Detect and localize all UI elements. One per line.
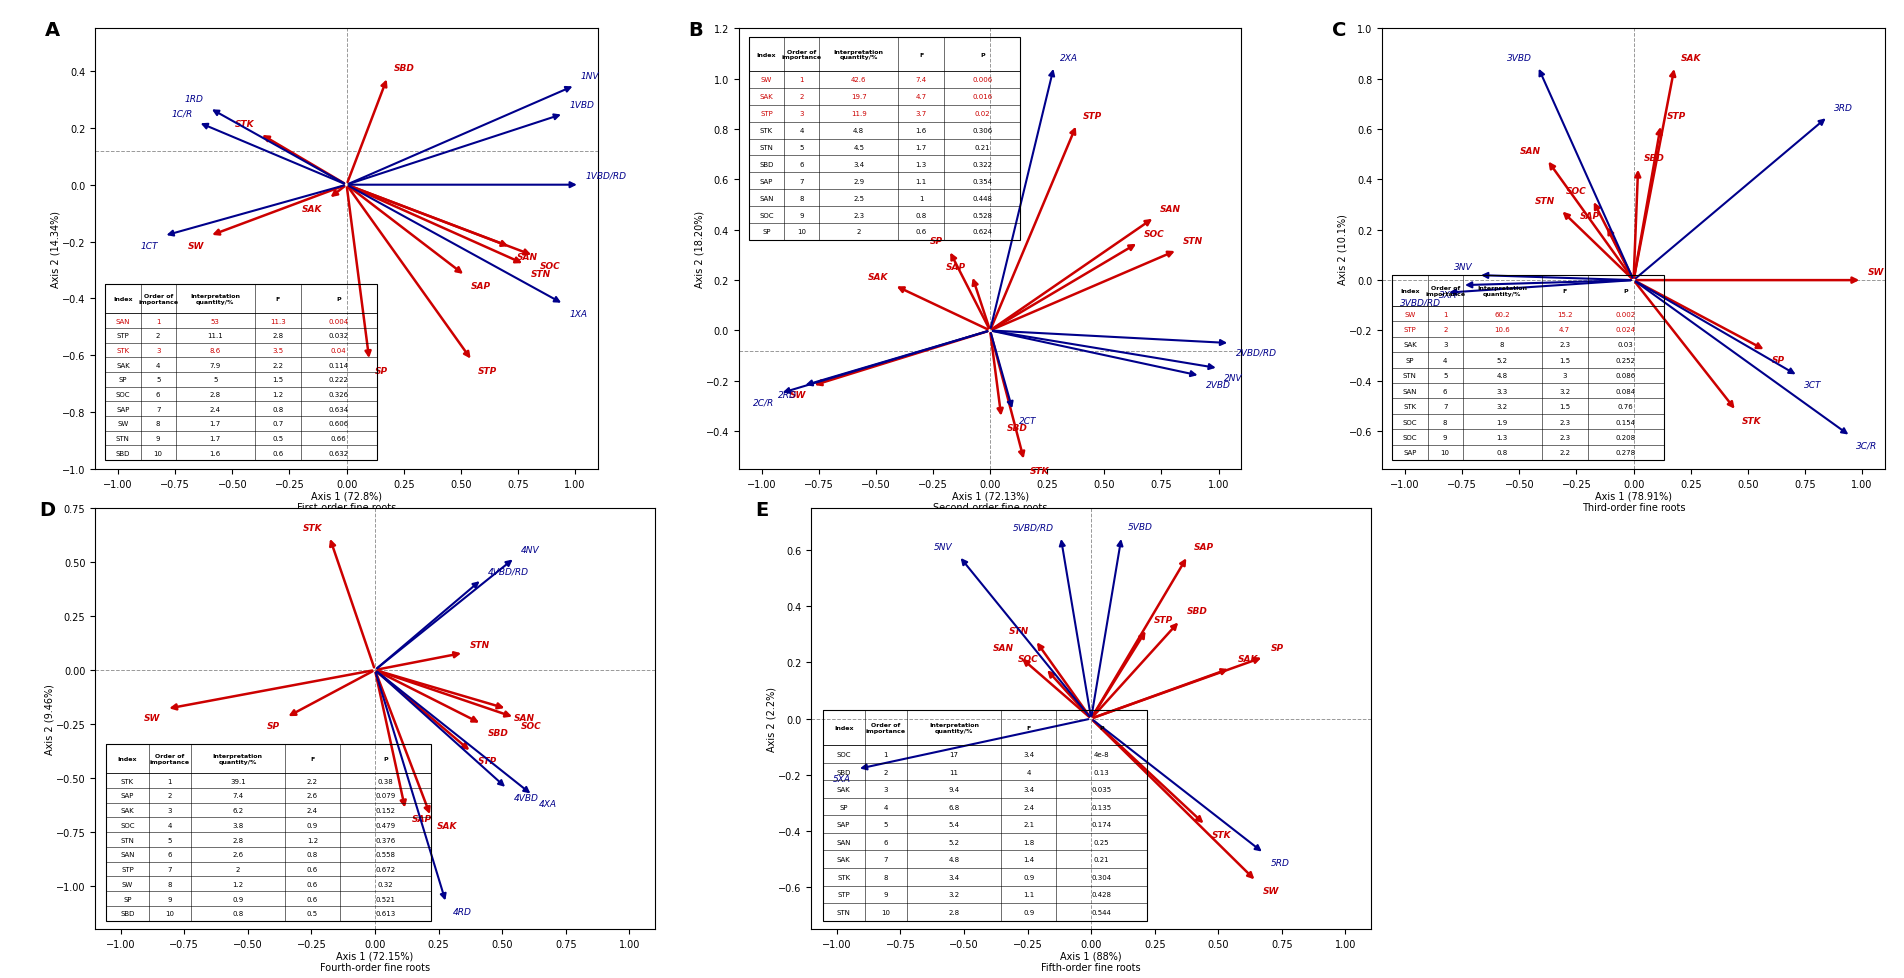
Text: SW: SW	[187, 242, 204, 250]
Text: STK: STK	[1742, 416, 1761, 425]
Text: 4NV: 4NV	[522, 546, 541, 555]
Text: SAN: SAN	[992, 644, 1013, 652]
Text: 5NV: 5NV	[933, 542, 952, 552]
Text: 2NV: 2NV	[1224, 374, 1243, 382]
Text: C: C	[1333, 21, 1346, 39]
Text: 5RD: 5RD	[1270, 859, 1289, 867]
Y-axis label: Axis 2 (2.2%): Axis 2 (2.2%)	[767, 687, 777, 751]
Text: SOC: SOC	[522, 722, 543, 731]
Text: SAK: SAK	[868, 272, 889, 282]
Text: 2XA: 2XA	[1061, 54, 1078, 63]
Text: SAP: SAP	[411, 815, 432, 823]
Text: 5VBD: 5VBD	[1127, 522, 1154, 532]
X-axis label: Axis 1 (78.91%)
Third-order fine roots: Axis 1 (78.91%) Third-order fine roots	[1582, 491, 1685, 512]
Text: SAN: SAN	[514, 713, 535, 722]
Y-axis label: Axis 2 (18.20%): Axis 2 (18.20%)	[695, 211, 704, 288]
Text: STN: STN	[470, 641, 491, 649]
Text: SP: SP	[1773, 356, 1784, 365]
Text: 4VBD/RD: 4VBD/RD	[487, 567, 529, 576]
Text: 2C/R: 2C/R	[752, 398, 775, 408]
Text: SAK: SAK	[1238, 654, 1259, 663]
Text: 5VBD/RD: 5VBD/RD	[1013, 522, 1055, 532]
Text: SAK: SAK	[303, 204, 322, 214]
Text: B: B	[689, 21, 703, 39]
Text: SP: SP	[267, 722, 280, 731]
Text: SBD: SBD	[1186, 606, 1207, 616]
Text: 3RD: 3RD	[1834, 104, 1853, 112]
X-axis label: Axis 1 (72.8%)
First-order fine roots: Axis 1 (72.8%) First-order fine roots	[297, 491, 396, 512]
Text: 1VBD/RD: 1VBD/RD	[585, 171, 626, 180]
Text: SAN: SAN	[1160, 204, 1180, 213]
Text: SP: SP	[931, 237, 942, 246]
Text: STK: STK	[303, 524, 324, 533]
Text: E: E	[756, 500, 769, 519]
Text: 1RD: 1RD	[185, 95, 204, 104]
Text: 1NV: 1NV	[581, 72, 600, 81]
Text: SAK: SAK	[1681, 54, 1700, 63]
Text: SP: SP	[1270, 644, 1283, 652]
Text: SOC: SOC	[1019, 654, 1040, 663]
Text: 1XA: 1XA	[569, 310, 586, 319]
Text: SW: SW	[143, 713, 160, 722]
Text: 3C/R: 3C/R	[1856, 441, 1877, 450]
Text: 1CT: 1CT	[141, 242, 158, 250]
Text: A: A	[46, 21, 61, 39]
Text: SAP: SAP	[946, 262, 965, 271]
Text: SAP: SAP	[1580, 212, 1601, 221]
Text: SAN: SAN	[516, 253, 537, 262]
Text: 2CT: 2CT	[1019, 416, 1036, 425]
Text: 2RD: 2RD	[779, 391, 798, 400]
Text: 2VBD: 2VBD	[1205, 380, 1230, 390]
Text: STP: STP	[478, 756, 497, 765]
Text: STN: STN	[1535, 197, 1556, 206]
Text: SP: SP	[375, 367, 388, 376]
Text: 4XA: 4XA	[539, 799, 558, 808]
Text: 3NV: 3NV	[1455, 262, 1472, 271]
Text: STP: STP	[1154, 615, 1173, 624]
Text: SOC: SOC	[539, 261, 560, 271]
Y-axis label: Axis 2 (9.46%): Axis 2 (9.46%)	[44, 684, 55, 754]
Text: SAN: SAN	[1519, 147, 1540, 156]
Text: 4VBD: 4VBD	[514, 793, 539, 802]
Text: STP: STP	[1083, 111, 1102, 120]
Text: SW: SW	[1262, 886, 1279, 896]
Text: 3XA: 3XA	[1439, 290, 1457, 299]
Text: SAP: SAP	[470, 282, 491, 290]
Text: 3VBD: 3VBD	[1508, 54, 1533, 63]
Text: STN: STN	[1182, 237, 1203, 246]
Text: STP: STP	[478, 367, 497, 376]
Y-axis label: Axis 2 (14.34%): Axis 2 (14.34%)	[51, 211, 61, 288]
X-axis label: Axis 1 (72.15%)
Fourth-order fine roots: Axis 1 (72.15%) Fourth-order fine roots	[320, 951, 430, 972]
Text: SAK: SAK	[438, 821, 457, 829]
Text: STN: STN	[1009, 626, 1028, 636]
Text: STK: STK	[234, 120, 253, 129]
Text: 5XA: 5XA	[832, 775, 851, 783]
Text: 3VBD/RD: 3VBD/RD	[1399, 298, 1441, 307]
Y-axis label: Axis 2 (10.1%): Axis 2 (10.1%)	[1339, 214, 1348, 285]
Text: 1C/R: 1C/R	[171, 109, 192, 118]
Text: SBD: SBD	[1007, 423, 1028, 432]
Text: SBD: SBD	[394, 64, 415, 72]
Text: STK: STK	[1030, 467, 1049, 475]
Text: SOC: SOC	[1565, 187, 1586, 196]
X-axis label: Axis 1 (88%)
Fifth-order fine roots: Axis 1 (88%) Fifth-order fine roots	[1041, 951, 1140, 972]
Text: 1VBD: 1VBD	[569, 101, 594, 110]
Text: STP: STP	[1666, 111, 1685, 120]
Text: SAP: SAP	[1194, 542, 1215, 552]
Text: D: D	[40, 500, 55, 519]
Text: SW: SW	[790, 391, 805, 400]
Text: 3CT: 3CT	[1803, 380, 1822, 390]
Text: SBD: SBD	[487, 728, 508, 737]
Text: 2VBD/RD: 2VBD/RD	[1236, 348, 1278, 357]
X-axis label: Axis 1 (72.13%)
Second-order fine roots: Axis 1 (72.13%) Second-order fine roots	[933, 491, 1047, 512]
Text: SW: SW	[1868, 267, 1885, 277]
Text: SOC: SOC	[1144, 230, 1165, 239]
Text: SBD: SBD	[1643, 155, 1664, 163]
Text: STK: STK	[1213, 830, 1232, 839]
Text: STN: STN	[531, 270, 550, 279]
Text: 4RD: 4RD	[453, 908, 472, 916]
